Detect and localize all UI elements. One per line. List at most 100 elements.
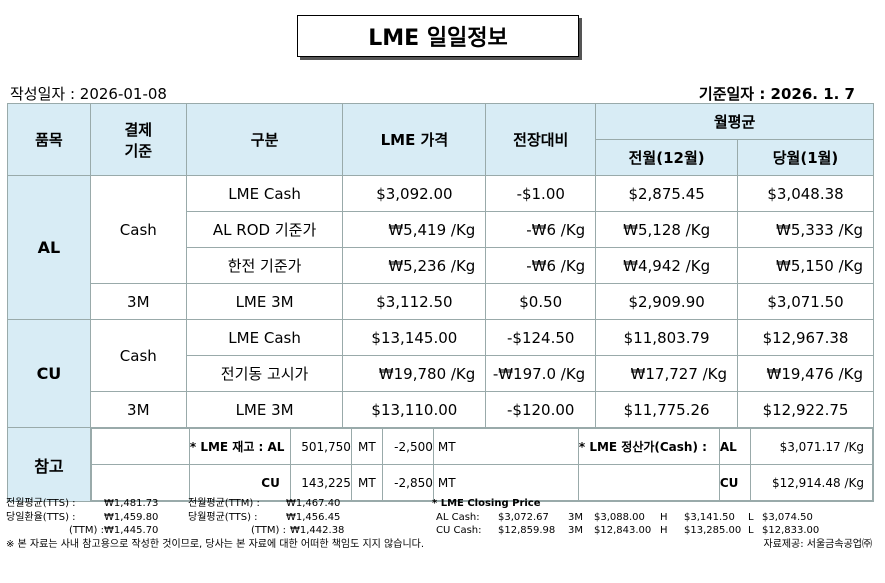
table-row: CU Cash LME Cash $13,145.00 -$124.50 $11… <box>7 319 874 428</box>
al-l-label: L <box>748 511 754 523</box>
cu-3m-label: 3M <box>568 525 583 536</box>
this-month-avg: $3,048.38 <box>737 175 874 212</box>
al-h-label: H <box>660 511 668 523</box>
al-l: $3,074.50 <box>762 511 813 523</box>
prev-month-avg: $11,803.79 <box>595 319 739 356</box>
day-ttm: ₩1,445.70 <box>104 525 159 536</box>
prev-tts: ₩1,481.73 <box>104 498 159 509</box>
table-row: 3M LME 3M $13,110.00 -$120.00 $11,775.26… <box>8 391 874 428</box>
base-date: 기준일자 : 2026. 1. 7 <box>698 85 855 103</box>
cu-3m: $12,843.00 <box>594 525 652 536</box>
cu-l: $12,833.00 <box>762 525 820 536</box>
cu-stock-label: CU <box>188 464 291 501</box>
this-month-avg: $12,922.75 <box>737 391 874 428</box>
source: 자료제공: 서울금속공업㈜ <box>763 538 872 550</box>
lme-price: $3,092.00 <box>342 175 487 212</box>
prev-month-avg: $11,775.26 <box>595 391 739 428</box>
header-change: 전장대비 <box>485 103 597 176</box>
reference-label: 참고 <box>7 427 91 502</box>
cur-ttm: ₩1,442.38 <box>290 525 345 536</box>
row-name: AL ROD 기준가 <box>185 211 344 248</box>
header-item: 품목 <box>7 103 91 176</box>
al-stock: 501,750 <box>289 428 352 465</box>
item-al: AL <box>7 175 91 320</box>
row-name: LME 3M <box>185 283 344 320</box>
table-row: 전기동 고시가 ₩19,780 /Kg -₩197.0 /Kg ₩17,727 … <box>8 355 874 392</box>
day-tts: ₩1,459.80 <box>104 511 159 523</box>
al-3m-label: 3M <box>568 511 583 523</box>
this-month-avg: $12,967.38 <box>737 319 874 356</box>
header-prev-month: 전월(12월) <box>595 139 739 176</box>
lme-price: $13,145.00 <box>342 319 487 356</box>
cu-h-label: H <box>660 525 668 536</box>
lme-price: $3,112.50 <box>342 283 487 320</box>
change: -$120.00 <box>485 391 597 428</box>
change: $0.50 <box>485 283 597 320</box>
this-month-avg: ₩19,476 /Kg <box>737 355 874 392</box>
stock-label: * LME 재고 : AL <box>188 428 291 465</box>
lme-price: ₩19,780 /Kg <box>342 355 487 392</box>
lme-price: ₩5,236 /Kg <box>342 247 487 284</box>
prev-month-avg: $2,875.45 <box>595 175 739 212</box>
prev-month-avg: ₩5,128 /Kg <box>595 211 739 248</box>
reference-info: * LME 재고 : AL 501,750 MT -2,500 MT * LME… <box>89 427 875 502</box>
prev-month-avg: $2,909.90 <box>595 283 739 320</box>
this-month-avg: ₩5,150 /Kg <box>737 247 874 284</box>
cu-change-unit: MT <box>432 464 579 501</box>
change: -₩6 /Kg <box>485 247 597 284</box>
prev-month-avg: ₩17,727 /Kg <box>595 355 739 392</box>
al-cash: $3,072.67 <box>498 511 549 523</box>
header-this-month: 당월(1월) <box>737 139 874 176</box>
header-monthly-avg: 월평균 <box>595 103 874 140</box>
lme-price: $13,110.00 <box>342 391 487 428</box>
change: -$1.00 <box>485 175 597 212</box>
al-cash-label: AL Cash: <box>436 511 480 523</box>
cur-tts: ₩1,456.45 <box>286 511 341 523</box>
prev-ttm-label: 전월평균(TTM) : <box>188 498 260 509</box>
al-change-unit: MT <box>432 428 579 465</box>
item-cu: CU <box>7 319 91 428</box>
day-ttm-label: (TTM) : <box>68 525 104 536</box>
change: -₩197.0 /Kg <box>485 355 597 392</box>
row-name: LME Cash <box>185 175 344 212</box>
row-name: 전기동 고시가 <box>185 355 344 392</box>
this-month-avg: ₩5,333 /Kg <box>737 211 874 248</box>
settle-cash: Cash <box>89 319 187 392</box>
cur-tts-label: 당월평균(TTS) : <box>188 511 258 523</box>
prev-tts-label: 전월평균(TTS) : <box>6 498 76 509</box>
table-row: 3M LME 3M $3,112.50 $0.50 $2,909.90 $3,0… <box>8 283 874 320</box>
written-date: 작성일자 : 2026-01-08 <box>10 85 167 103</box>
settle-3m: 3M <box>89 283 187 320</box>
reference-row: 참고 * LME 재고 : AL 501,750 MT -2,500 MT * … <box>7 427 875 502</box>
cu-cash: $12,859.98 <box>498 525 556 536</box>
header-settle: 결제 기준 <box>89 103 187 176</box>
al-stock-unit: MT <box>350 428 383 465</box>
table-row: AL ROD 기준가 ₩5,419 /Kg -₩6 /Kg ₩5,128 /Kg… <box>8 211 874 248</box>
prev-ttm: ₩1,467.40 <box>286 498 341 509</box>
cu-stock-change: -2,850 <box>381 464 434 501</box>
change: -$124.50 <box>485 319 597 356</box>
cu-stock-unit: MT <box>350 464 383 501</box>
cu-settle: $12,914.48 /Kg <box>749 464 874 501</box>
closing-price-label: * LME Closing Price <box>432 498 541 509</box>
table-row: 한전 기준가 ₩5,236 /Kg -₩6 /Kg ₩4,942 /Kg ₩5,… <box>8 247 874 284</box>
al-stock-change: -2,500 <box>381 428 434 465</box>
cu-cash-label: CU Cash: <box>436 525 482 536</box>
al-settle: $3,071.17 /Kg <box>749 428 874 465</box>
settle-label: * LME 정산가(Cash) : <box>577 428 720 465</box>
row-name: LME Cash <box>185 319 344 356</box>
settle-cash: Cash <box>89 175 187 284</box>
settle-3m: 3M <box>89 391 187 428</box>
cu-l-label: L <box>748 525 754 536</box>
table-row: AL Cash LME Cash $3,092.00 -$1.00 $2,875… <box>7 175 874 320</box>
al-3m: $3,088.00 <box>594 511 645 523</box>
cur-ttm-label: (TTM) : <box>250 525 286 536</box>
cu-h: $13,285.00 <box>684 525 742 536</box>
cu-stock: 143,225 <box>289 464 352 501</box>
this-month-avg: $3,071.50 <box>737 283 874 320</box>
day-tts-label: 당일환율(TTS) : <box>6 511 76 523</box>
disclaimer: ※ 본 자료는 사내 참고용으로 작성한 것이므로, 당사는 본 자료에 대한 … <box>6 538 425 550</box>
change: -₩6 /Kg <box>485 211 597 248</box>
header-category: 구분 <box>185 103 344 176</box>
al-h: $3,141.50 <box>684 511 735 523</box>
